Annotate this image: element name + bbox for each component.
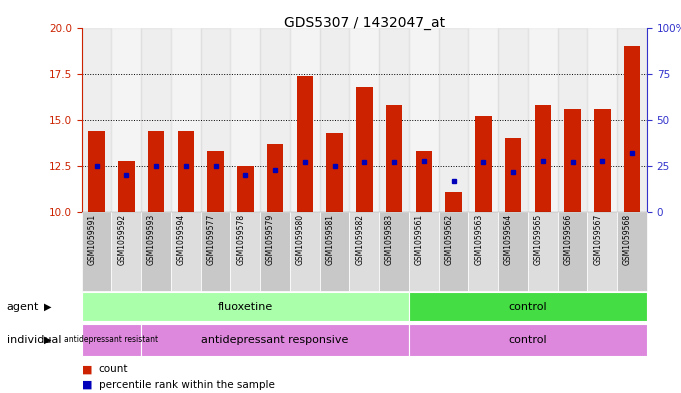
Bar [260, 212, 290, 291]
Bar [82, 324, 141, 356]
Bar [112, 28, 141, 212]
Text: GDS5307 / 1432047_at: GDS5307 / 1432047_at [284, 16, 445, 30]
Bar [237, 166, 253, 212]
Text: GSM1059565: GSM1059565 [534, 214, 543, 265]
Text: ■: ■ [82, 380, 92, 390]
Bar [82, 28, 112, 212]
Text: GSM1059594: GSM1059594 [177, 214, 186, 265]
Text: GSM1059563: GSM1059563 [475, 214, 484, 265]
Bar [201, 212, 230, 291]
Bar [588, 212, 617, 291]
Text: GSM1059580: GSM1059580 [296, 214, 305, 265]
Text: individual: individual [7, 335, 61, 345]
Bar [535, 105, 551, 212]
Bar [141, 212, 171, 291]
Text: GSM1059564: GSM1059564 [504, 214, 513, 265]
Bar [82, 292, 409, 321]
Text: ■: ■ [82, 364, 92, 375]
Bar [267, 144, 283, 212]
Bar [528, 28, 558, 212]
Text: GSM1059593: GSM1059593 [147, 214, 156, 265]
Bar [439, 28, 469, 212]
Text: antidepressant responsive: antidepressant responsive [202, 335, 349, 345]
Bar [290, 28, 319, 212]
Bar [379, 212, 409, 291]
Bar [356, 86, 373, 212]
Bar [475, 116, 492, 212]
Bar [498, 212, 528, 291]
Bar [112, 212, 141, 291]
Text: GSM1059591: GSM1059591 [88, 214, 97, 265]
Bar [89, 131, 105, 212]
Bar [141, 28, 171, 212]
Bar [409, 212, 439, 291]
Bar [319, 212, 349, 291]
Text: GSM1059579: GSM1059579 [266, 214, 275, 265]
Bar [409, 324, 647, 356]
Bar [469, 28, 498, 212]
Bar [319, 28, 349, 212]
Text: control: control [509, 301, 548, 312]
Bar [558, 28, 588, 212]
Text: GSM1059583: GSM1059583 [385, 214, 394, 265]
Text: GSM1059582: GSM1059582 [355, 214, 364, 265]
Bar [528, 212, 558, 291]
Text: control: control [509, 335, 548, 345]
Bar [469, 212, 498, 291]
Text: antidepressant resistant: antidepressant resistant [65, 336, 159, 344]
Bar [409, 28, 439, 212]
Bar [445, 192, 462, 212]
Bar [498, 28, 528, 212]
Bar [349, 212, 379, 291]
Bar [558, 212, 588, 291]
Bar [230, 28, 260, 212]
Bar [439, 212, 469, 291]
Bar [260, 28, 290, 212]
Text: ▶: ▶ [44, 301, 52, 312]
Bar [297, 75, 313, 212]
Text: GSM1059581: GSM1059581 [326, 214, 334, 265]
Bar [386, 105, 402, 212]
Bar [230, 212, 260, 291]
Bar [617, 212, 647, 291]
Bar [588, 28, 617, 212]
Text: GSM1059562: GSM1059562 [445, 214, 454, 265]
Bar [290, 212, 319, 291]
Bar [409, 292, 647, 321]
Text: GSM1059561: GSM1059561 [415, 214, 424, 265]
Text: agent: agent [7, 301, 39, 312]
Text: GSM1059567: GSM1059567 [593, 214, 602, 265]
Bar [171, 212, 201, 291]
Bar [594, 109, 610, 212]
Text: count: count [99, 364, 128, 375]
Bar [617, 28, 647, 212]
Bar [379, 28, 409, 212]
Text: fluoxetine: fluoxetine [218, 301, 273, 312]
Bar [565, 109, 581, 212]
Text: ▶: ▶ [44, 335, 52, 345]
Bar [82, 212, 112, 291]
Bar [505, 138, 521, 212]
Bar [171, 28, 201, 212]
Bar [624, 46, 640, 212]
Bar [349, 28, 379, 212]
Text: GSM1059568: GSM1059568 [623, 214, 632, 265]
Text: GSM1059566: GSM1059566 [564, 214, 573, 265]
Bar [415, 151, 432, 212]
Bar [208, 151, 224, 212]
Bar [118, 160, 135, 212]
Text: percentile rank within the sample: percentile rank within the sample [99, 380, 274, 390]
Bar [141, 324, 409, 356]
Text: GSM1059577: GSM1059577 [206, 214, 216, 265]
Text: GSM1059578: GSM1059578 [236, 214, 245, 265]
Text: GSM1059592: GSM1059592 [117, 214, 127, 265]
Bar [178, 131, 194, 212]
Bar [326, 133, 343, 212]
Bar [201, 28, 230, 212]
Bar [148, 131, 164, 212]
